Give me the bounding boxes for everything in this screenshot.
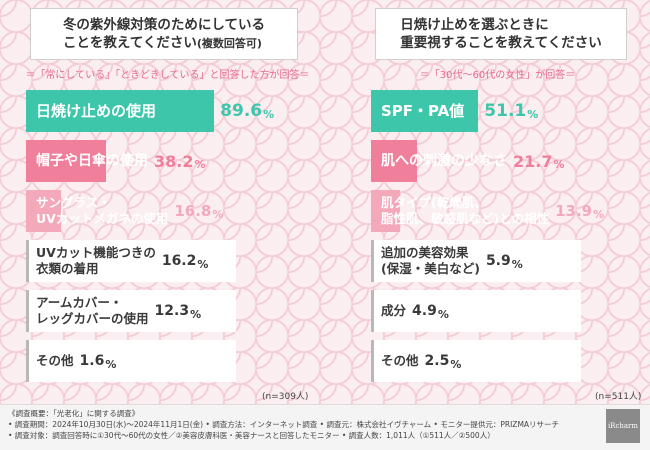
right-value-label-6: 2.5% [424, 353, 462, 371]
brand-logo: iRcharm [606, 409, 640, 443]
left-note: ＝「常にしている」「ときどきしている」と回答した方が回答＝ [25, 70, 310, 81]
left-category-label-1: 日焼け止めの使用 [36, 102, 157, 120]
left-category-label-3: サングラス・ UVカットメガネの使用 [36, 195, 169, 226]
left-category-label-5: アームカバー・ レッグカバーの使用 [36, 295, 149, 326]
left-value-label-5: 12.3% [154, 303, 202, 321]
left-value-label-2: 38.2% [154, 151, 206, 171]
right-sample-size: (n=511人) [595, 392, 642, 402]
right-bar-4 [371, 240, 581, 282]
survey-footer: 《調査概要：「光老化」に関する調査》 • 調査期間：2024年10月30日(水)… [0, 404, 650, 450]
left-value-label-1: 89.6% [220, 101, 275, 121]
left-value-label-3: 16.8% [174, 202, 224, 221]
left-category-label-6: その他 [36, 353, 74, 368]
left-bar-6 [26, 340, 236, 382]
right-bar-1 [371, 90, 479, 132]
right-category-label-2: 肌への刺激の少なさ [381, 153, 507, 169]
right-panel: 日焼け止めを選ぶときに 重要視することを教えてください ＝「30代～60代の女性… [345, 0, 650, 404]
right-category-label-3: 肌タイプ(乾燥肌、 脂性肌、敏感肌など)との相性 [381, 195, 550, 226]
right-question-box: 日焼け止めを選ぶときに 重要視することを教えてください [375, 8, 627, 60]
right-bar-2 [371, 140, 417, 182]
right-question-line-2: 重要視することを教えてください [400, 35, 602, 51]
right-category-label-4: 追加の美容効果 (保湿・美白など) [381, 245, 480, 276]
right-question-line-1: 日焼け止めを選ぶときに [400, 17, 549, 33]
left-value-label-4: 16.2% [161, 253, 209, 271]
right-value-label-1: 51.1% [484, 101, 539, 121]
left-bar-3 [26, 190, 62, 232]
right-value-label-4: 5.9% [485, 253, 523, 271]
footer-line-2: • 調査期間：2024年10月30日(水)～2024年11月1日(金) • 調査… [8, 420, 560, 429]
right-category-label-1: SPF・PA値 [381, 102, 465, 120]
left-value-label-6: 1.6% [79, 353, 117, 371]
left-category-label-2: 帽子や日傘の使用 [36, 153, 148, 169]
left-bar-1 [26, 90, 215, 132]
left-question-box: 冬の紫外線対策のためにしている ことを教えてください(複数回答可) [30, 8, 298, 60]
left-question-suffix: (複数回答可) [196, 36, 262, 50]
right-value-label-3: 13.9% [555, 202, 605, 221]
left-bar-2 [26, 140, 107, 182]
left-question-line-2: ことを教えてください [62, 34, 197, 51]
right-category-label-6: その他 [381, 353, 419, 368]
right-value-label-2: 21.7% [513, 151, 565, 171]
right-note: ＝「30代～60代の女性」が回答＝ [419, 70, 576, 81]
footer-line-3: • 調査対象：調査回答時に①30代～60代の女性／②美容皮膚科医・美容ナースと回… [8, 431, 495, 440]
left-bar-5 [26, 290, 236, 332]
right-category-label-5: 成分 [381, 303, 407, 318]
left-category-label-4: UVカット機能つきの 衣類の着用 [36, 245, 156, 276]
right-bar-5 [371, 290, 581, 332]
left-panel: 冬の紫外線対策のためにしている ことを教えてください(複数回答可) ＝「常にして… [0, 0, 335, 404]
left-sample-size: (n=309人) [262, 392, 309, 402]
right-bar-6 [371, 340, 581, 382]
left-question-line-1: 冬の紫外線対策のためにしている [62, 16, 266, 33]
left-bar-4 [26, 240, 236, 282]
right-bar-3 [371, 190, 401, 232]
right-value-label-5: 4.9% [412, 303, 449, 321]
footer-line-1: 《調査概要：「光老化」に関する調査》 [8, 409, 140, 418]
